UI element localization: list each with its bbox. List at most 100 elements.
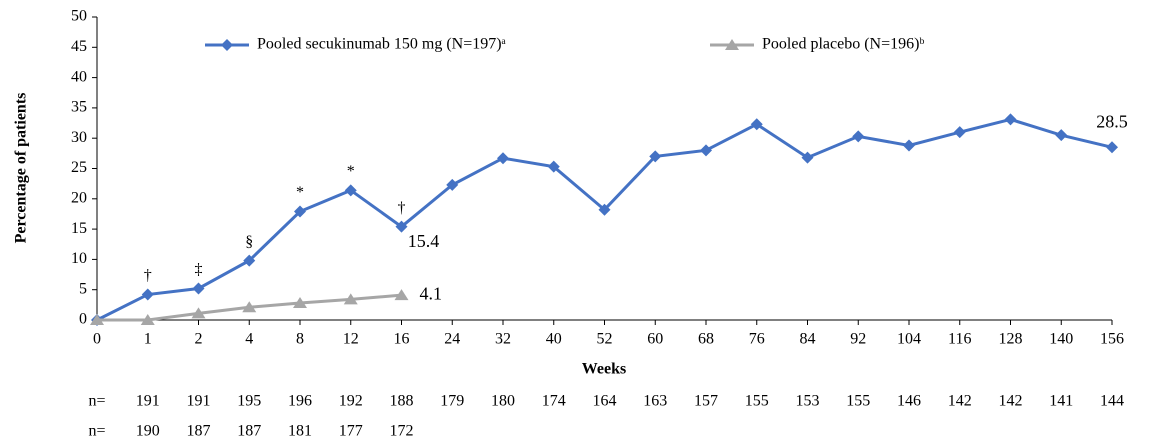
n-row-label: n= (88, 423, 105, 440)
n-value: 155 (846, 393, 870, 410)
point (90, 314, 104, 325)
point (242, 301, 257, 313)
x-tick-label: 116 (948, 331, 971, 348)
x-tick-label: 24 (444, 331, 460, 348)
point (141, 288, 154, 301)
annotation: ‡ (195, 261, 203, 278)
point (294, 205, 306, 218)
point (243, 254, 256, 267)
x-tick-label: 84 (800, 331, 816, 348)
value-label: 15.4 (408, 231, 440, 251)
n-value: 191 (136, 393, 160, 410)
x-tick-label: 156 (1100, 331, 1124, 348)
n-value: 180 (491, 393, 515, 410)
x-tick-label: 104 (897, 331, 921, 348)
x-tick-label: 16 (394, 331, 410, 348)
y-tick-label: 45 (71, 38, 87, 55)
y-axis-label: Percentage of patients (13, 93, 30, 244)
point (1055, 129, 1068, 142)
y-tick-label: 20 (71, 189, 87, 206)
legend-label: Pooled secukinumab 150 mg (N=197)ᵃ (257, 36, 507, 53)
n-value: 188 (390, 393, 414, 410)
point (343, 293, 358, 305)
point (649, 150, 662, 163)
x-tick-label: 68 (698, 331, 714, 348)
n-value: 164 (593, 393, 617, 410)
n-value: 172 (390, 423, 414, 440)
n-value: 153 (796, 393, 820, 410)
n-value: 190 (136, 423, 160, 440)
n-row-label: n= (88, 393, 105, 410)
legend-label: Pooled placebo (N=196)ᵇ (762, 36, 924, 53)
point (598, 203, 611, 216)
value-label: 28.5 (1096, 111, 1128, 131)
n-value: 181 (288, 423, 312, 440)
y-tick-label: 25 (71, 159, 87, 176)
y-tick-label: 35 (71, 99, 87, 116)
point (394, 289, 409, 301)
n-value: 187 (237, 423, 261, 440)
x-tick-label: 128 (999, 331, 1023, 348)
n-value: 174 (542, 393, 566, 410)
x-tick-label: 12 (343, 331, 359, 348)
annotation: * (347, 163, 355, 180)
point (192, 282, 205, 295)
n-value: 141 (1049, 393, 1073, 410)
n-value: 191 (187, 393, 211, 410)
n-value: 177 (339, 423, 363, 440)
point (1004, 113, 1017, 126)
point (903, 139, 915, 152)
y-tick-label: 30 (71, 129, 87, 146)
point (750, 118, 763, 131)
point (1106, 141, 1118, 154)
point (293, 297, 307, 309)
point (547, 160, 560, 173)
x-tick-label: 40 (546, 331, 562, 348)
point (953, 126, 966, 139)
value-label: 4.1 (420, 283, 443, 303)
point (700, 144, 712, 157)
annotation: * (296, 184, 304, 201)
x-axis-label: Weeks (582, 361, 626, 378)
x-tick-label: 8 (296, 331, 304, 348)
point (395, 220, 408, 233)
x-tick-label: 2 (195, 331, 203, 348)
y-tick-label: 0 (79, 311, 87, 328)
x-tick-label: 32 (495, 331, 511, 348)
series-line (96, 117, 1113, 322)
n-value: 142 (999, 393, 1023, 410)
point (497, 152, 509, 165)
x-tick-label: 92 (850, 331, 866, 348)
x-tick-label: 140 (1049, 331, 1073, 348)
y-tick-label: 10 (71, 250, 87, 267)
x-tick-label: 1 (144, 331, 152, 348)
annotation: § (245, 233, 253, 250)
annotation: † (398, 199, 406, 216)
x-tick-label: 76 (749, 331, 765, 348)
point (344, 184, 357, 197)
point (191, 307, 206, 319)
x-tick-label: 60 (647, 331, 663, 348)
y-tick-label: 50 (71, 8, 87, 25)
y-tick-label: 5 (79, 280, 87, 297)
x-tick-label: 4 (245, 331, 253, 348)
n-value: 142 (948, 393, 972, 410)
y-tick-label: 40 (71, 68, 87, 85)
n-value: 155 (745, 393, 769, 410)
n-value: 192 (339, 393, 363, 410)
n-value: 163 (643, 393, 667, 410)
point (446, 178, 459, 191)
point (852, 130, 865, 143)
n-value: 146 (897, 393, 921, 410)
n-value: 157 (694, 393, 718, 410)
x-tick-label: 52 (597, 331, 613, 348)
n-value: 144 (1100, 393, 1124, 410)
point (221, 39, 233, 51)
point (725, 39, 739, 50)
n-value: 195 (237, 393, 261, 410)
annotation: † (144, 267, 152, 284)
n-value: 187 (187, 423, 211, 440)
point (801, 151, 814, 164)
n-value: 179 (440, 393, 464, 410)
